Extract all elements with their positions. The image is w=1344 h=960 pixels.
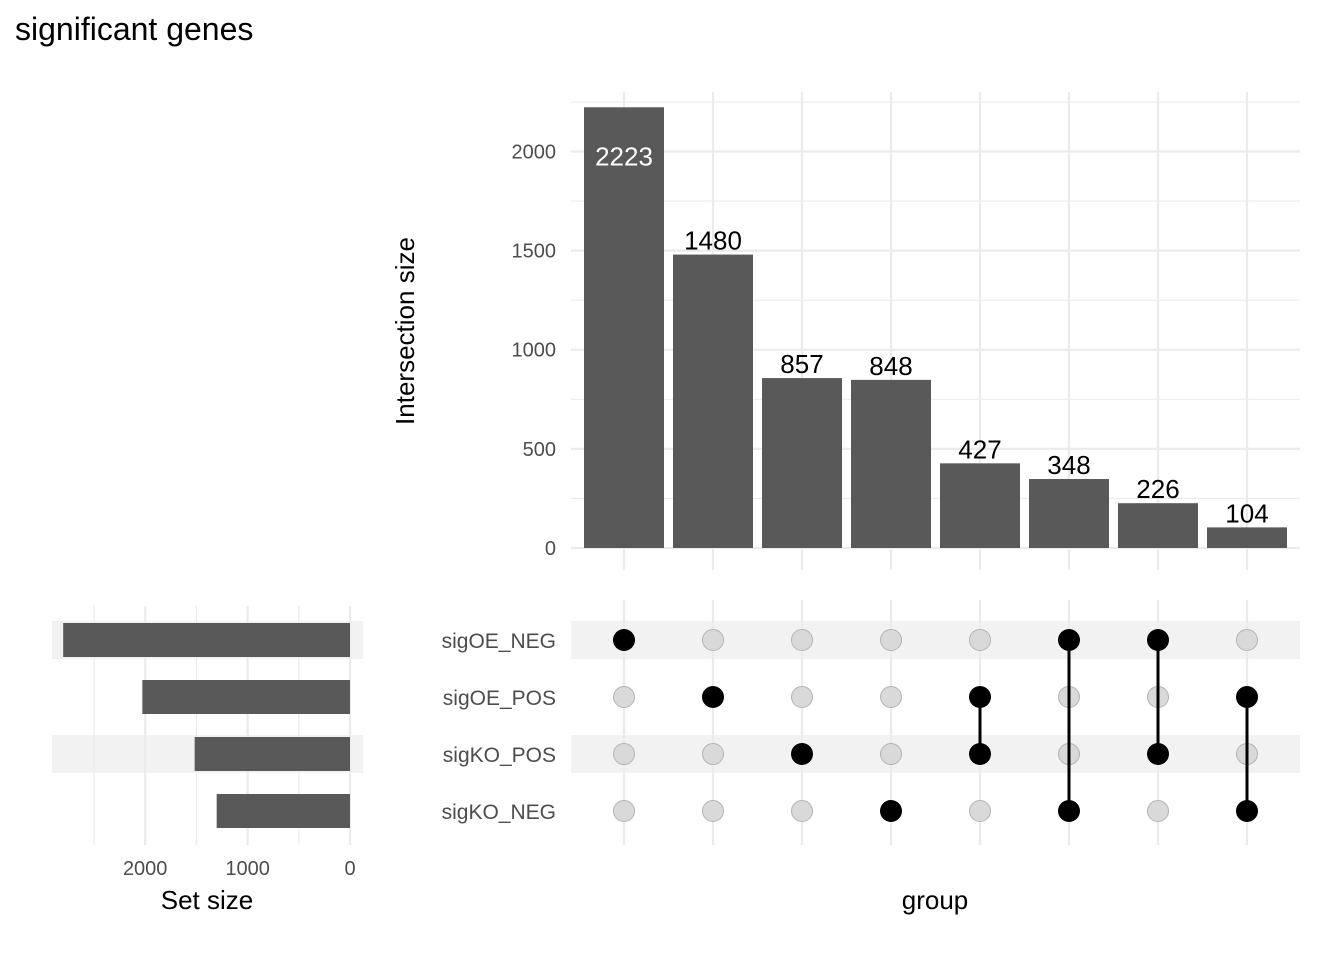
- intersection-bar-label: 226: [1136, 474, 1179, 504]
- intersection-bar-label: 857: [780, 349, 823, 379]
- matrix-dot-inactive: [1147, 800, 1169, 822]
- matrix-dot-active: [791, 743, 813, 765]
- intersection-y-tick-label: 1500: [512, 241, 557, 263]
- matrix-dot-inactive: [969, 629, 991, 651]
- set-size-x-tick-label: 2000: [123, 858, 168, 880]
- matrix-dot-inactive: [702, 800, 724, 822]
- chart-title: significant genes: [15, 11, 253, 47]
- matrix-dot-inactive: [613, 743, 635, 765]
- intersection-bars: 2223 1480 857 848 427 348 226 104: [584, 107, 1287, 549]
- matrix-dot-inactive: [613, 686, 635, 708]
- matrix-dot-inactive: [791, 800, 813, 822]
- axis-labels: 0 500 1000 1500 2000 2000 1000 0 sigOE_NEG sigOE_…: [123, 141, 556, 880]
- matrix-dot-active: [702, 686, 724, 708]
- intersection-bar-label: 348: [1047, 450, 1090, 480]
- set-name-label: sigKO_NEG: [442, 801, 556, 824]
- set-size-x-tick-label: 1000: [225, 858, 270, 880]
- intersection-bar: [851, 379, 931, 548]
- matrix-stripe: [571, 621, 1300, 659]
- set-size-axis-title: Set size: [161, 885, 254, 915]
- matrix-dot-inactive: [702, 743, 724, 765]
- matrix-dot-inactive: [880, 629, 902, 651]
- intersection-bar: [1029, 479, 1109, 548]
- matrix-dot-active: [1236, 686, 1258, 708]
- set-size-x-tick-label: 0: [344, 858, 355, 880]
- set-size-bar: [194, 737, 350, 771]
- matrix-dot-active: [1236, 800, 1258, 822]
- intersection-bar: [1118, 503, 1198, 548]
- matrix-dot-active: [1147, 743, 1169, 765]
- set-name-label: sigKO_POS: [443, 744, 556, 767]
- matrix-dot-active: [613, 629, 635, 651]
- matrix-dot-inactive: [1236, 629, 1258, 651]
- matrix-dot-active: [1058, 629, 1080, 651]
- intersection-bar-label: 104: [1225, 498, 1268, 528]
- intersection-y-tick-label: 1000: [512, 340, 557, 362]
- set-size-bar: [63, 623, 350, 657]
- intersection-y-tick-label: 0: [545, 538, 556, 560]
- matrix-dot-active: [1147, 629, 1169, 651]
- matrix-dot-inactive: [969, 800, 991, 822]
- membership-matrix: [613, 629, 1258, 822]
- matrix-dot-active: [880, 800, 902, 822]
- intersection-bar: [1207, 527, 1287, 548]
- matrix-dot-inactive: [791, 686, 813, 708]
- set-size-bar: [216, 794, 350, 828]
- matrix-dot-inactive: [613, 800, 635, 822]
- set-name-label: sigOE_POS: [443, 687, 556, 710]
- set-size-bar: [142, 680, 350, 714]
- set-size-bars: [63, 623, 350, 828]
- intersection-bar-label: 848: [869, 351, 912, 381]
- intersection-y-tick-label: 2000: [512, 141, 557, 163]
- group-axis-title: group: [902, 885, 969, 915]
- intersection-bar: [584, 107, 664, 549]
- matrix-dot-inactive: [702, 629, 724, 651]
- matrix-dot-inactive: [791, 629, 813, 651]
- intersection-bar-label: 427: [958, 434, 1001, 464]
- intersection-size-axis-title: Intersection size: [390, 237, 420, 425]
- matrix-dot-active: [969, 686, 991, 708]
- matrix-dot-active: [1058, 800, 1080, 822]
- intersection-bar-label: 2223: [595, 141, 653, 171]
- matrix-dot-active: [969, 743, 991, 765]
- intersection-y-tick-label: 500: [523, 439, 556, 461]
- intersection-bar: [762, 378, 842, 548]
- intersection-bar: [940, 463, 1020, 548]
- matrix-dot-inactive: [880, 686, 902, 708]
- matrix-dot-inactive: [880, 743, 902, 765]
- intersection-bar-label: 1480: [684, 226, 742, 256]
- matrix-stripe: [571, 735, 1300, 773]
- set-name-label: sigOE_NEG: [442, 630, 556, 653]
- intersection-bar: [673, 254, 753, 548]
